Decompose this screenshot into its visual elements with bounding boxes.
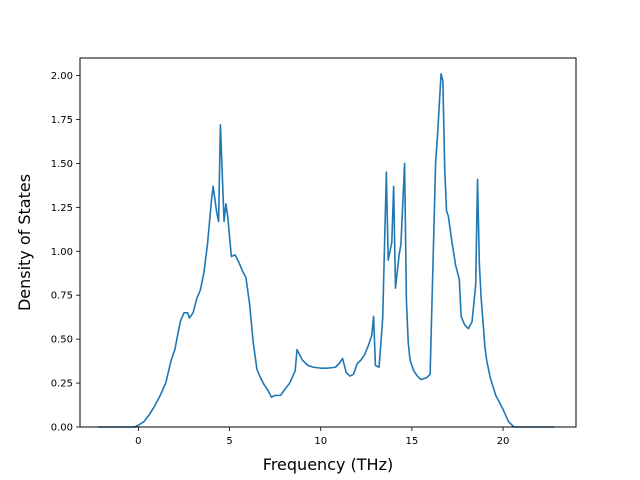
y-tick-label: 1.25 <box>51 203 73 214</box>
y-tick-label: 2.00 <box>51 71 73 82</box>
y-tick-label: 0.25 <box>51 379 73 390</box>
axis-ticks: 0 5 10 15 20 0.00 0.25 0.50 0.75 1.00 1.25 1.50 1.75… <box>51 71 510 447</box>
x-tick-label: 5 <box>226 436 232 447</box>
plot-area <box>98 73 555 428</box>
x-tick-label: 0 <box>135 436 141 447</box>
y-tick-label: 0.75 <box>51 291 73 302</box>
y-tick-label: 1.75 <box>51 115 73 126</box>
x-axis-label: Frequency (THz) <box>263 455 393 474</box>
y-tick-label: 1.00 <box>51 247 73 258</box>
dos-series-line-0 <box>98 73 555 428</box>
x-tick-label: 10 <box>314 436 327 447</box>
x-tick-label: 15 <box>406 436 419 447</box>
y-tick-label: 1.50 <box>51 159 73 170</box>
y-axis-label: Density of States <box>15 174 34 311</box>
y-tick-label: 0.50 <box>51 335 73 346</box>
y-tick-label: 0.00 <box>51 423 73 434</box>
axes-frame <box>79 57 577 428</box>
x-tick-label: 20 <box>497 436 510 447</box>
